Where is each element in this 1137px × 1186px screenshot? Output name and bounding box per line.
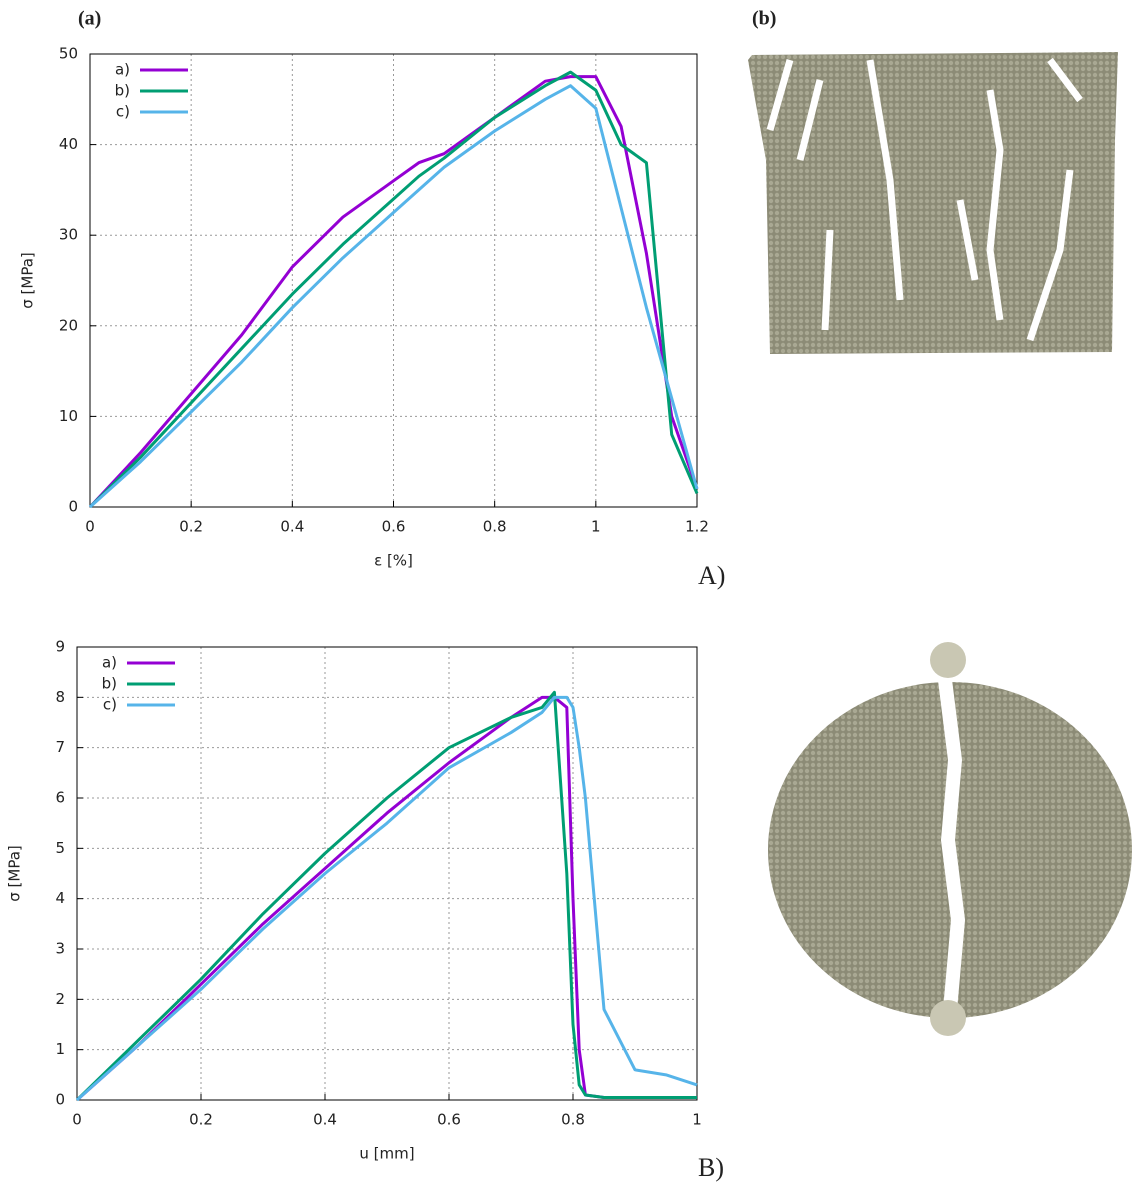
data-line: [75, 690, 697, 1102]
y-tick-label: 8: [55, 688, 65, 706]
x-tick-label: 0: [85, 518, 95, 536]
y-tick-label: 10: [59, 407, 78, 425]
x-tick-label: 0.8: [483, 518, 507, 536]
y-tick-label: 7: [55, 738, 65, 756]
specimen-image: [768, 642, 1132, 1036]
x-tick-label: 1: [591, 518, 601, 536]
y-tick-label: 4: [55, 889, 65, 907]
figure-label: B): [698, 1153, 724, 1182]
x-tick-label: 0.6: [382, 518, 406, 536]
y-tick-label: 20: [59, 316, 78, 334]
x-tick-label: 1.2: [685, 518, 709, 536]
plot-frame: [89, 53, 698, 508]
legend-label: b): [115, 82, 130, 100]
x-axis-label: ε [%]: [374, 552, 413, 570]
panel-label: (b): [752, 8, 776, 30]
data-line: [76, 695, 698, 1102]
panel-label: (a): [78, 8, 101, 30]
y-tick-label: 3: [55, 940, 65, 958]
y-axis-label: σ [MPa]: [6, 845, 24, 901]
specimen-image: [748, 52, 1118, 354]
y-tick-label: 5: [55, 839, 65, 857]
plot-frame: [76, 646, 698, 1101]
y-tick-label: 2: [55, 990, 65, 1008]
y-tick-label: 6: [55, 789, 65, 807]
y-tick-label: 1: [55, 1040, 65, 1058]
data-line: [88, 84, 699, 509]
x-tick-label: 0.8: [561, 1111, 585, 1129]
x-tick-label: 0.2: [179, 518, 203, 536]
legend-label: b): [102, 675, 117, 693]
y-tick-label: 50: [59, 45, 78, 63]
x-tick-label: 0: [72, 1111, 82, 1129]
x-axis-label: u [mm]: [359, 1145, 414, 1163]
x-tick-label: 1: [692, 1111, 702, 1129]
legend-label: a): [115, 61, 130, 79]
legend-label: a): [102, 654, 117, 672]
data-line: [88, 75, 699, 509]
x-tick-label: 0.6: [437, 1111, 461, 1129]
x-tick-label: 0.4: [313, 1111, 337, 1129]
y-tick-label: 40: [59, 135, 78, 153]
y-tick-label: 0: [68, 498, 78, 516]
legend-label: c): [116, 103, 130, 121]
x-tick-label: 0.2: [189, 1111, 213, 1129]
y-tick-label: 9: [55, 638, 65, 656]
figure-label: A): [698, 561, 725, 590]
x-tick-label: 0.4: [280, 518, 304, 536]
legend-label: c): [103, 696, 117, 714]
data-line: [88, 70, 699, 509]
y-tick-label: 30: [59, 226, 78, 244]
y-axis-label: σ [MPa]: [19, 252, 37, 308]
y-tick-label: 0: [55, 1091, 65, 1109]
